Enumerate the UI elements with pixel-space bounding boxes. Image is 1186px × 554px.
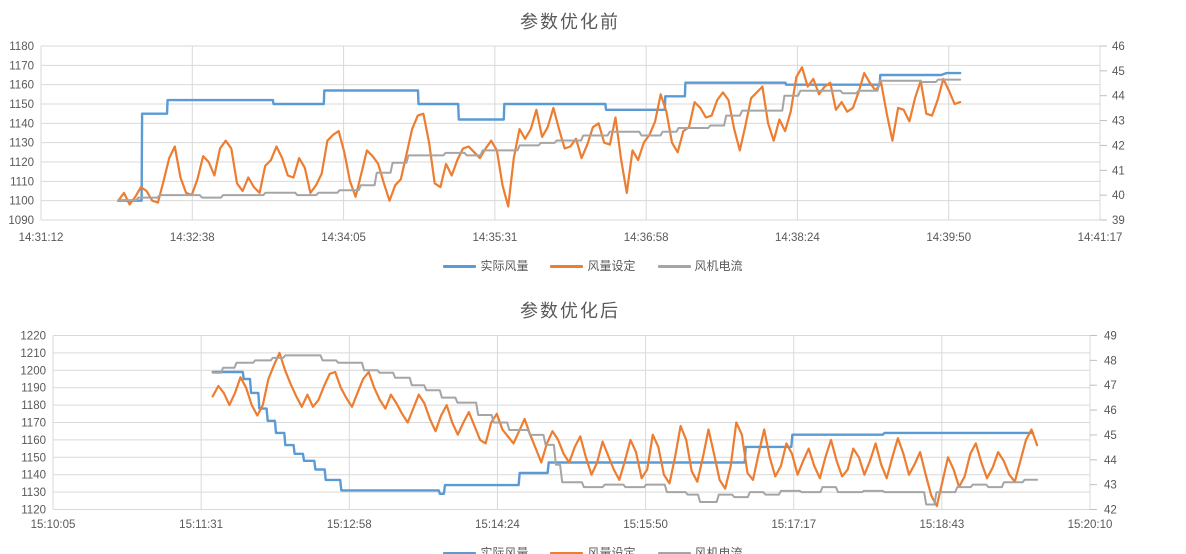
legend-swatch-current	[657, 551, 691, 554]
legend-label-setpoint: 风量设定	[587, 546, 636, 554]
legend-swatch-actual	[443, 264, 477, 268]
legend-item-setpoint[interactable]: 风量设定	[550, 546, 636, 554]
x-axis-tick-label: 15:11:31	[179, 519, 223, 531]
left-axis-tick-label: 1160	[9, 80, 34, 92]
x-axis-tick-label: 15:15:50	[623, 519, 668, 531]
legend-item-actual[interactable]: 实际风量	[443, 259, 528, 273]
left-axis-tick-label: 1120	[9, 157, 34, 169]
x-axis-tick-label: 14:34:05	[321, 232, 366, 244]
left-axis-tick-label: 1220	[20, 331, 46, 343]
right-axis-tick-label: 46	[1104, 405, 1117, 417]
right-axis-tick-label: 42	[1104, 505, 1117, 517]
x-axis-tick-label: 15:14:24	[475, 519, 520, 531]
legend-item-current[interactable]: 风机电流	[657, 259, 743, 273]
x-axis-tick-label: 14:39:50	[926, 232, 971, 244]
legend-label-current: 风机电流	[694, 259, 743, 273]
x-axis-tick-label: 15:10:05	[31, 519, 76, 531]
right-axis-tick-label: 45	[1112, 66, 1125, 78]
legend-swatch-current	[657, 264, 691, 268]
left-axis-tick-label: 1200	[20, 365, 46, 377]
x-axis-tick-label: 14:36:58	[624, 232, 669, 244]
right-axis-tick-label: 46	[1112, 41, 1125, 53]
left-axis-tick-label: 1100	[9, 196, 34, 208]
chart-after-legend[interactable]: 实际风量 风量设定 风机电流	[0, 543, 1186, 554]
right-axis-tick-label: 44	[1104, 455, 1117, 467]
chart-title-after[interactable]: 参数优化后	[520, 301, 620, 321]
right-axis-tick-label: 48	[1104, 355, 1117, 367]
x-axis-tick-label: 15:20:10	[1068, 519, 1113, 531]
chart-before[interactable]: 参数优化前 1090 1100 1110 1120 1130 1140 1150 1160 11…	[0, 0, 1186, 285]
x-axis-tick-label: 15:12:58	[327, 519, 372, 531]
right-axis-tick-label: 42	[1112, 140, 1125, 152]
legend-swatch-setpoint	[550, 551, 584, 554]
chart-before-plot[interactable]: 1090 1100 1110 1120 1130 1140 1150 1160 1170 1180…	[0, 0, 1186, 285]
left-axis-tick-label: 1180	[9, 41, 34, 53]
left-axis-tick-label: 1110	[10, 176, 34, 188]
left-axis-tick-label: 1160	[21, 435, 46, 447]
chart-after-plot[interactable]: 1120 1130 1140 1150 1160 1170 1180 1190 1200 1210…	[0, 285, 1186, 554]
legend-swatch-setpoint	[550, 264, 584, 268]
left-axis-tick-label: 1120	[21, 505, 46, 517]
x-axis-tick-label: 14:38:24	[775, 232, 820, 244]
x-axis-tick-label: 14:32:38	[170, 232, 215, 244]
legend-swatch-actual	[443, 551, 477, 554]
left-axis-tick-label: 1150	[21, 452, 46, 464]
right-axis-tick-label: 43	[1104, 480, 1117, 492]
chart-title-before[interactable]: 参数优化前	[520, 12, 620, 32]
left-axis-tick-label: 1140	[21, 470, 46, 482]
series-setpoint-line[interactable]	[117, 66, 962, 208]
legend-item-setpoint[interactable]: 风量设定	[550, 259, 636, 273]
right-axis-tick-label: 47	[1104, 380, 1117, 392]
left-axis-tick-label: 1170	[21, 418, 46, 430]
x-axis-tick-label: 15:17:17	[771, 519, 816, 531]
legend-item-actual[interactable]: 实际风量	[443, 546, 528, 554]
series-setpoint-line[interactable]	[211, 351, 1039, 508]
legend-label-setpoint: 风量设定	[587, 259, 636, 273]
left-axis-tick-label: 1170	[9, 60, 34, 72]
chart-before-legend[interactable]: 实际风量 风量设定 风机电流	[0, 256, 1186, 276]
series-current-line[interactable]	[117, 78, 962, 202]
left-axis-tick-label: 1210	[20, 348, 46, 360]
x-axis-tick-label: 14:31:12	[19, 232, 64, 244]
series-actual-line[interactable]	[211, 370, 1035, 496]
legend-item-current[interactable]: 风机电流	[657, 546, 743, 554]
left-axis-tick-label: 1130	[21, 487, 46, 499]
left-axis-tick-label: 1180	[21, 400, 46, 412]
x-axis-tick-label: 14:35:31	[472, 232, 517, 244]
left-axis-tick-label: 1140	[9, 118, 34, 130]
legend-label-actual: 实际风量	[480, 259, 529, 273]
legend-label-current: 风机电流	[694, 546, 743, 554]
left-axis-tick-label: 1090	[8, 215, 34, 227]
right-axis-tick-label: 45	[1104, 430, 1117, 442]
chart-after[interactable]: 参数优化后 1120 1130 1140 1150 1160 1170 1180 1190 12…	[0, 285, 1186, 554]
right-axis-tick-label: 40	[1112, 190, 1125, 202]
x-axis-tick-label: 15:18:43	[919, 519, 964, 531]
right-axis-tick-label: 41	[1112, 165, 1125, 177]
right-axis-tick-label: 49	[1104, 331, 1117, 343]
right-axis-tick-label: 44	[1112, 91, 1125, 103]
series-actual-line[interactable]	[117, 71, 962, 202]
left-axis-tick-label: 1190	[21, 383, 46, 395]
legend-label-actual: 实际风量	[480, 546, 529, 554]
left-axis-tick-label: 1150	[9, 99, 34, 111]
left-axis-tick-label: 1130	[9, 138, 34, 150]
right-axis-tick-label: 43	[1112, 116, 1125, 128]
x-axis-tick-label: 14:41:17	[1078, 232, 1123, 244]
series-current-line[interactable]	[211, 354, 1039, 506]
right-axis-tick-label: 39	[1112, 215, 1125, 227]
